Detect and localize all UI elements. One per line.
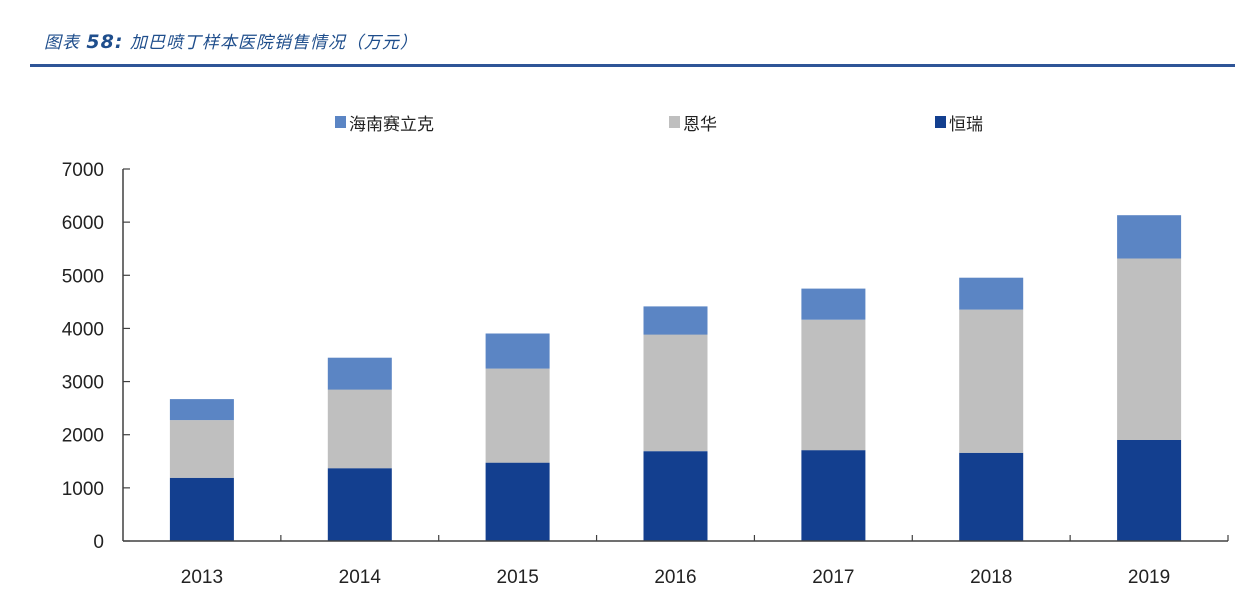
bar-segment [643, 306, 708, 335]
legend-swatch-icon [935, 116, 946, 128]
x-tick-label: 2015 [497, 567, 539, 588]
y-tick-label: 5000 [62, 266, 104, 287]
bar-segment [327, 468, 392, 541]
bar-segment [643, 334, 708, 452]
x-tick-label: 2017 [812, 567, 854, 588]
legend-swatch-icon [669, 116, 680, 128]
bar-stack-2014 [327, 357, 392, 541]
bar-segment [327, 357, 392, 390]
bar-segment [959, 277, 1024, 310]
y-tick-label: 2000 [62, 426, 104, 447]
bar-stack-2019 [1117, 215, 1182, 541]
bar-stack-2018 [959, 277, 1024, 541]
legend-label: 恩华 [683, 114, 717, 135]
legend-item-enhua: 恩华 [669, 110, 717, 135]
title-divider [30, 64, 1235, 67]
x-tick-label: 2016 [654, 567, 696, 588]
bar-segment [485, 462, 550, 541]
x-tick-label: 2018 [970, 567, 1012, 588]
figure-title: 图表 58: 加巴喷丁样本医院销售情况（万元） [44, 28, 418, 53]
y-tick-label: 1000 [62, 479, 104, 500]
bar-segment [485, 333, 550, 369]
y-tick-label: 4000 [62, 319, 104, 340]
y-tick-label: 3000 [62, 373, 104, 394]
bar-stack-2016 [643, 306, 708, 541]
legend-item-hainan: 海南赛立克 [335, 110, 434, 135]
bar-segment [169, 399, 234, 421]
bar-segment [801, 288, 866, 320]
bar-segment [1117, 440, 1182, 541]
x-tick-label: 2014 [339, 567, 382, 588]
x-tick-label: 2013 [181, 567, 223, 588]
bar-segment [1117, 258, 1182, 440]
bar-segment [327, 389, 392, 469]
bar-segment [1117, 215, 1182, 259]
bar-segment [643, 451, 708, 541]
bar-segment [959, 309, 1024, 453]
legend-label: 海南赛立克 [349, 114, 434, 135]
bar-segment [169, 420, 234, 478]
figure-number: 58: [86, 31, 124, 53]
bar-segment [801, 319, 866, 451]
bars-layer [169, 215, 1182, 541]
legend-swatch-icon [335, 116, 346, 128]
axes-layer: 0 1000 2000 3000 4000 5000 6000 7000 2013 2014 201… [62, 160, 1229, 588]
figure-title-text: 加巴喷丁样本医院销售情况（万元） [129, 33, 418, 53]
bar-segment [485, 368, 550, 463]
y-tick-label: 0 [93, 532, 104, 553]
bar-segment [169, 477, 234, 541]
bar-stack-2013 [169, 399, 234, 541]
legend-item-hengrui: 恒瑞 [935, 110, 983, 135]
y-tick-label: 7000 [62, 160, 104, 181]
bar-stack-2015 [485, 333, 550, 541]
bar-segment [959, 452, 1024, 541]
bar-stack-2017 [801, 288, 866, 541]
figure-label: 图表 [44, 33, 80, 53]
legend-label: 恒瑞 [949, 114, 983, 135]
y-tick-label: 6000 [62, 213, 104, 234]
x-tick-label: 2019 [1128, 567, 1170, 588]
bar-segment [801, 450, 866, 541]
